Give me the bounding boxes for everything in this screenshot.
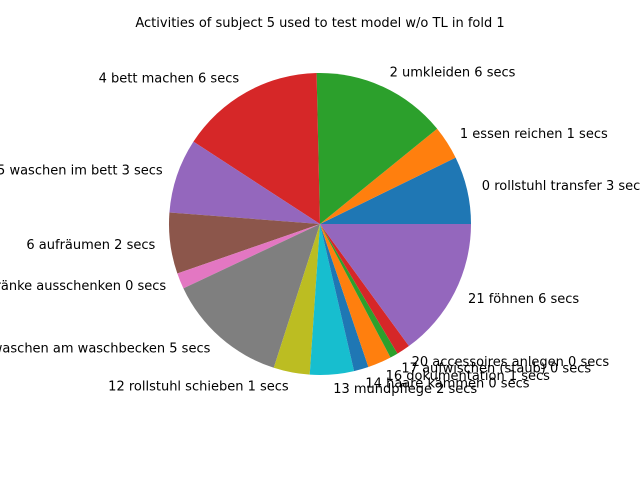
pie-slice-label: 20 accessoires anlegen 0 secs: [412, 355, 610, 370]
pie-slice-label: 1 essen reichen 1 secs: [460, 127, 608, 142]
pie-slice-label: 0 rollstuhl transfer 3 secs: [482, 179, 640, 194]
pie-slice-label: 6 aufräumen 2 secs: [26, 238, 155, 253]
pie-slices: [169, 73, 471, 375]
chart-title: Activities of subject 5 used to test mod…: [135, 16, 504, 31]
pie-slice-label: 2 umkleiden 6 secs: [390, 66, 516, 81]
pie-slice-label: 21 föhnen 6 secs: [468, 292, 579, 307]
pie-slice-label: 5 waschen im bett 3 secs: [0, 163, 163, 178]
pie-slice-label: 4 bett machen 6 secs: [99, 71, 240, 86]
pie-slice-label: 7 getränke ausschenken 0 secs: [0, 279, 166, 294]
pie-slice-label: 12 rollstuhl schieben 1 secs: [108, 380, 289, 395]
pie-slice-label: 9 waschen am waschbecken 5 secs: [0, 341, 211, 356]
